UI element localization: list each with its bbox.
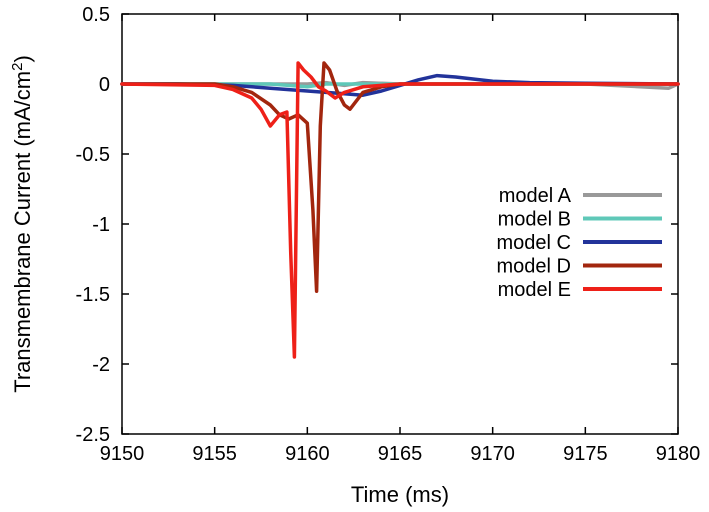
x-tick-label: 9150 [100,443,145,465]
legend-label: model D [497,256,571,278]
x-tick-label: 9165 [378,443,423,465]
x-tick-label: 9175 [563,443,608,465]
x-tick-label: 9155 [192,443,237,465]
y-tick-label: -1.5 [76,284,110,306]
legend-label: model A [499,185,572,207]
legend-label: model B [498,209,571,231]
series-line-model-e [120,61,680,359]
y-tick-label: -2.5 [76,424,110,446]
x-tick-label: 9180 [656,443,701,465]
x-tick-label: 9160 [285,443,330,465]
y-tick-label: 0 [99,74,110,96]
y-axis-ticks: 0.5 0 -0.5 -1 -1.5 -2 -2.5 [76,4,678,446]
x-axis-label: Time (ms) [351,482,449,507]
y-tick-label: -0.5 [76,144,110,166]
y-axis-label-main: Transmembrane Current (mA/cm [10,71,35,393]
series-lines [120,61,680,359]
y-axis-label-sup: 2 [9,63,26,71]
legend-label: model E [498,279,571,301]
legend-label: model C [497,232,571,254]
plot-frame [121,13,679,435]
y-tick-label: -2 [92,354,110,376]
x-axis-ticks: 9150 9155 9160 9165 9170 9175 9180 [100,14,701,465]
y-axis-label-end: ) [10,55,35,62]
y-tick-label: -1 [92,214,110,236]
series-line-model-d [120,61,680,293]
x-tick-label: 9170 [470,443,515,465]
y-axis-label: Transmembrane Current (mA/cm2) [9,55,35,393]
y-tick-label: 0.5 [82,4,110,26]
